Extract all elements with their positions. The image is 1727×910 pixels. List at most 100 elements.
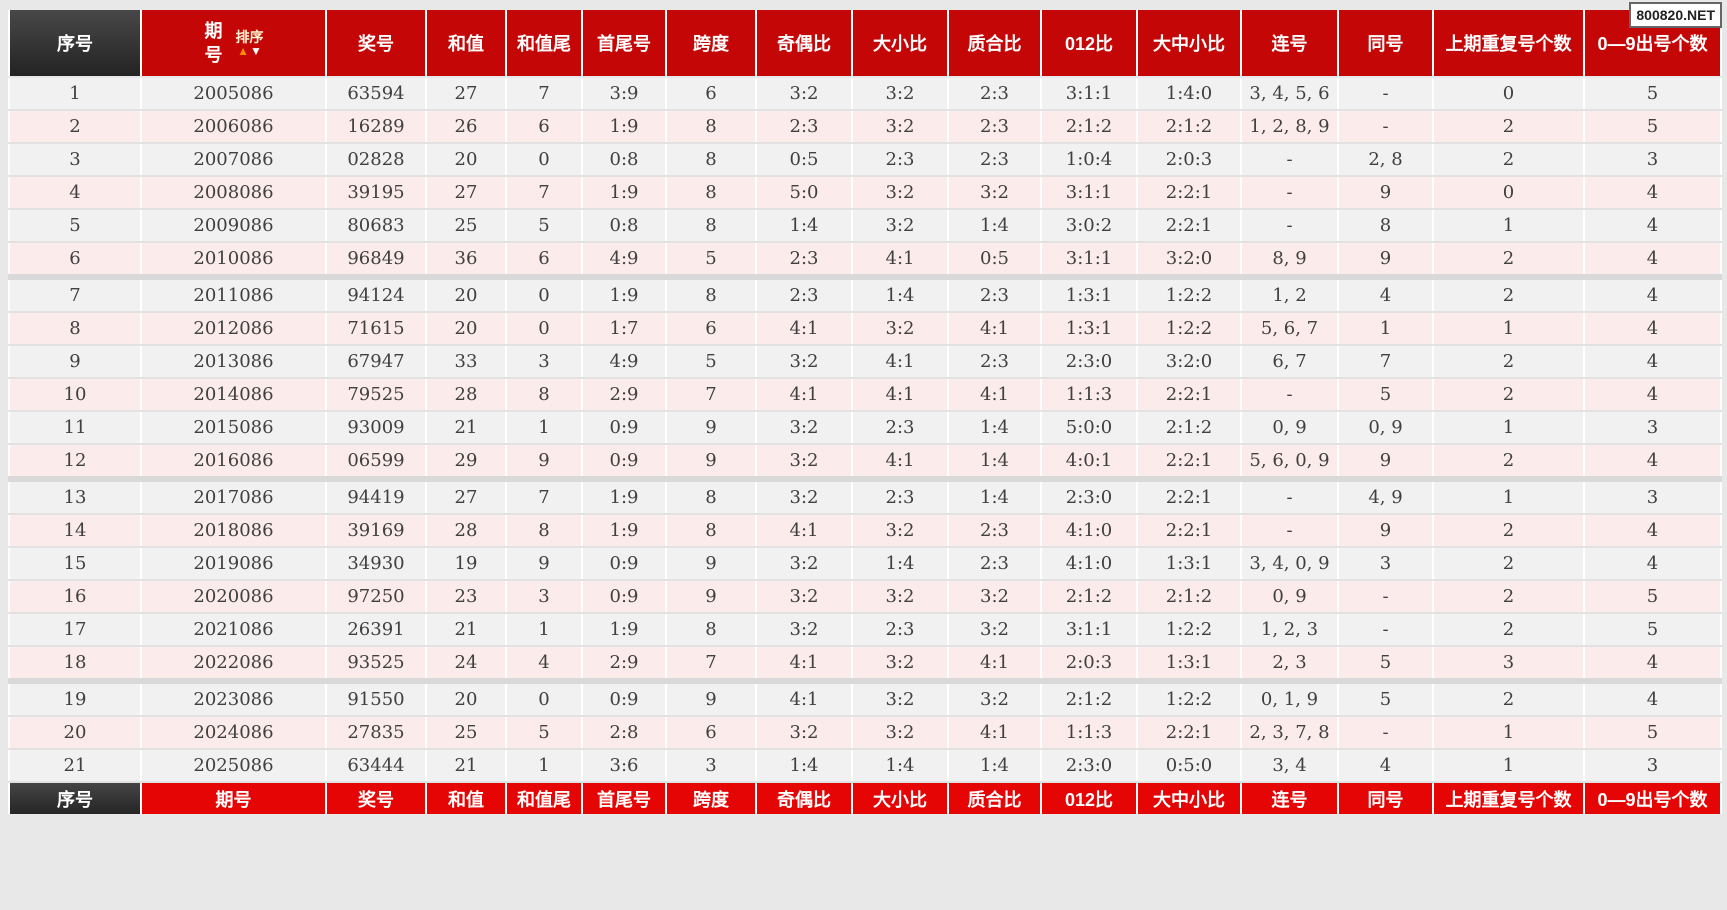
- cell-odd-even-ratio: 2:3: [756, 110, 853, 144]
- cell-first-last: 3:6: [582, 749, 667, 783]
- cell-sum-tail: 1: [506, 749, 583, 783]
- cell-prev-repeat-count: 2: [1433, 547, 1585, 581]
- cell-period: 2020086: [141, 580, 327, 614]
- cell-sum: 20: [426, 277, 507, 313]
- cell-span: 7: [666, 378, 757, 412]
- col-header-prize: 奖号: [326, 10, 427, 78]
- cell-big-small-ratio: 3:2: [852, 646, 949, 684]
- sort-widget[interactable]: 排序 ▲ ▼: [236, 30, 264, 57]
- cell-sum: 21: [426, 613, 507, 647]
- lottery-history-table: 序号 期号 排序 ▲ ▼ 奖号 和值 和值尾 首尾号 跨度 奇偶比: [8, 10, 1722, 814]
- cell-big-mid-small-ratio: 2:2:1: [1137, 514, 1242, 548]
- cell-span: 5: [666, 345, 757, 379]
- cell-big-mid-small-ratio: 1:2:2: [1137, 613, 1242, 647]
- footer-big-small: 大小比: [852, 781, 949, 814]
- sort-desc-icon[interactable]: ▼: [250, 43, 262, 58]
- cell-sum: 29: [426, 444, 507, 482]
- cell-prev-repeat-count: 2: [1433, 580, 1585, 614]
- cell-big-mid-small-ratio: 1:2:2: [1137, 277, 1242, 313]
- cell-prize: 34930: [326, 547, 427, 581]
- cell-first-last: 2:9: [582, 378, 667, 412]
- cell-prev-repeat-count: 2: [1433, 514, 1585, 548]
- col-header-same-num: 同号: [1338, 10, 1434, 78]
- cell-sum: 24: [426, 646, 507, 684]
- col-header-span: 跨度: [666, 10, 757, 78]
- cell-same-num: 2, 8: [1338, 143, 1434, 177]
- cell-prime-composite-ratio: 2:3: [948, 77, 1042, 111]
- cell-big-mid-small-ratio: 2:2:1: [1137, 209, 1242, 243]
- cell-digit-appear-count: 4: [1584, 547, 1722, 581]
- sort-arrows[interactable]: ▲ ▼: [237, 45, 262, 57]
- cell-digit-appear-count: 4: [1584, 312, 1722, 346]
- cell-seq: 12: [8, 444, 142, 482]
- cell-span: 5: [666, 242, 757, 280]
- cell-consecutive: 2, 3: [1241, 646, 1339, 684]
- cell-prize: 67947: [326, 345, 427, 379]
- cell-period: 2025086: [141, 749, 327, 783]
- cell-first-last: 1:9: [582, 613, 667, 647]
- cell-same-num: 5: [1338, 646, 1434, 684]
- cell-prime-composite-ratio: 1:4: [948, 209, 1042, 243]
- cell-digit-appear-count: 4: [1584, 444, 1722, 482]
- cell-sum: 21: [426, 749, 507, 783]
- cell-prime-composite-ratio: 3:2: [948, 613, 1042, 647]
- cell-span: 8: [666, 514, 757, 548]
- cell-same-num: 5: [1338, 681, 1434, 717]
- col-header-consecutive: 连号: [1241, 10, 1339, 78]
- cell-span: 6: [666, 716, 757, 750]
- cell-odd-even-ratio: 4:1: [756, 646, 853, 684]
- cell-span: 8: [666, 209, 757, 243]
- cell-prime-composite-ratio: 0:5: [948, 242, 1042, 280]
- cell-sum-tail: 1: [506, 411, 583, 445]
- footer-consecutive: 连号: [1241, 781, 1339, 814]
- cell-012-ratio: 1:1:3: [1041, 378, 1138, 412]
- cell-consecutive: 1, 2, 3: [1241, 613, 1339, 647]
- cell-012-ratio: 5:0:0: [1041, 411, 1138, 445]
- cell-prev-repeat-count: 1: [1433, 479, 1585, 515]
- cell-sum: 20: [426, 312, 507, 346]
- cell-big-small-ratio: 3:2: [852, 77, 949, 111]
- cell-prev-repeat-count: 1: [1433, 716, 1585, 750]
- cell-seq: 6: [8, 242, 142, 280]
- cell-sum: 20: [426, 681, 507, 717]
- cell-012-ratio: 4:1:0: [1041, 547, 1138, 581]
- cell-consecutive: 6, 7: [1241, 345, 1339, 379]
- cell-seq: 11: [8, 411, 142, 445]
- cell-big-mid-small-ratio: 2:0:3: [1137, 143, 1242, 177]
- sort-label[interactable]: 排序: [235, 28, 264, 45]
- sort-asc-icon[interactable]: ▲: [237, 43, 249, 58]
- cell-odd-even-ratio: 3:2: [756, 444, 853, 482]
- cell-period: 2021086: [141, 613, 327, 647]
- cell-big-mid-small-ratio: 1:3:1: [1137, 547, 1242, 581]
- cell-period: 2009086: [141, 209, 327, 243]
- cell-consecutive: -: [1241, 378, 1339, 412]
- cell-same-num: 4: [1338, 277, 1434, 313]
- footer-seq: 序号: [8, 781, 142, 814]
- cell-odd-even-ratio: 4:1: [756, 681, 853, 717]
- cell-span: 8: [666, 176, 757, 210]
- cell-prev-repeat-count: 0: [1433, 176, 1585, 210]
- cell-prime-composite-ratio: 1:4: [948, 479, 1042, 515]
- cell-same-num: -: [1338, 613, 1434, 647]
- cell-prize: 94124: [326, 277, 427, 313]
- footer-row: 序号 期号 奖号 和值 和值尾 首尾号 跨度 奇偶比 大小比 质合比 012比 …: [8, 781, 1722, 814]
- cell-big-small-ratio: 3:2: [852, 110, 949, 144]
- cell-consecutive: 8, 9: [1241, 242, 1339, 280]
- table-row: 16 2020086 97250 23 3 0:9 9 3:2 3:2 3:2 2:1:2 2:1:2…: [8, 580, 1722, 614]
- footer-digit-count: 0—9出号个数: [1584, 781, 1722, 814]
- cell-sum-tail: 8: [506, 378, 583, 412]
- cell-digit-appear-count: 3: [1584, 749, 1722, 783]
- cell-012-ratio: 2:1:2: [1041, 110, 1138, 144]
- cell-seq: 5: [8, 209, 142, 243]
- cell-first-last: 0:9: [582, 547, 667, 581]
- cell-first-last: 0:9: [582, 580, 667, 614]
- cell-prime-composite-ratio: 2:3: [948, 345, 1042, 379]
- cell-odd-even-ratio: 3:2: [756, 613, 853, 647]
- footer-sum: 和值: [426, 781, 507, 814]
- table-row: 5 2009086 80683 25 5 0:8 8 1:4 3:2 1:4 3:0:2 2:2:1-…: [8, 209, 1722, 243]
- cell-big-mid-small-ratio: 3:2:0: [1137, 345, 1242, 379]
- footer-prime-composite: 质合比: [948, 781, 1042, 814]
- cell-period: 2015086: [141, 411, 327, 445]
- cell-first-last: 1:9: [582, 514, 667, 548]
- cell-digit-appear-count: 5: [1584, 716, 1722, 750]
